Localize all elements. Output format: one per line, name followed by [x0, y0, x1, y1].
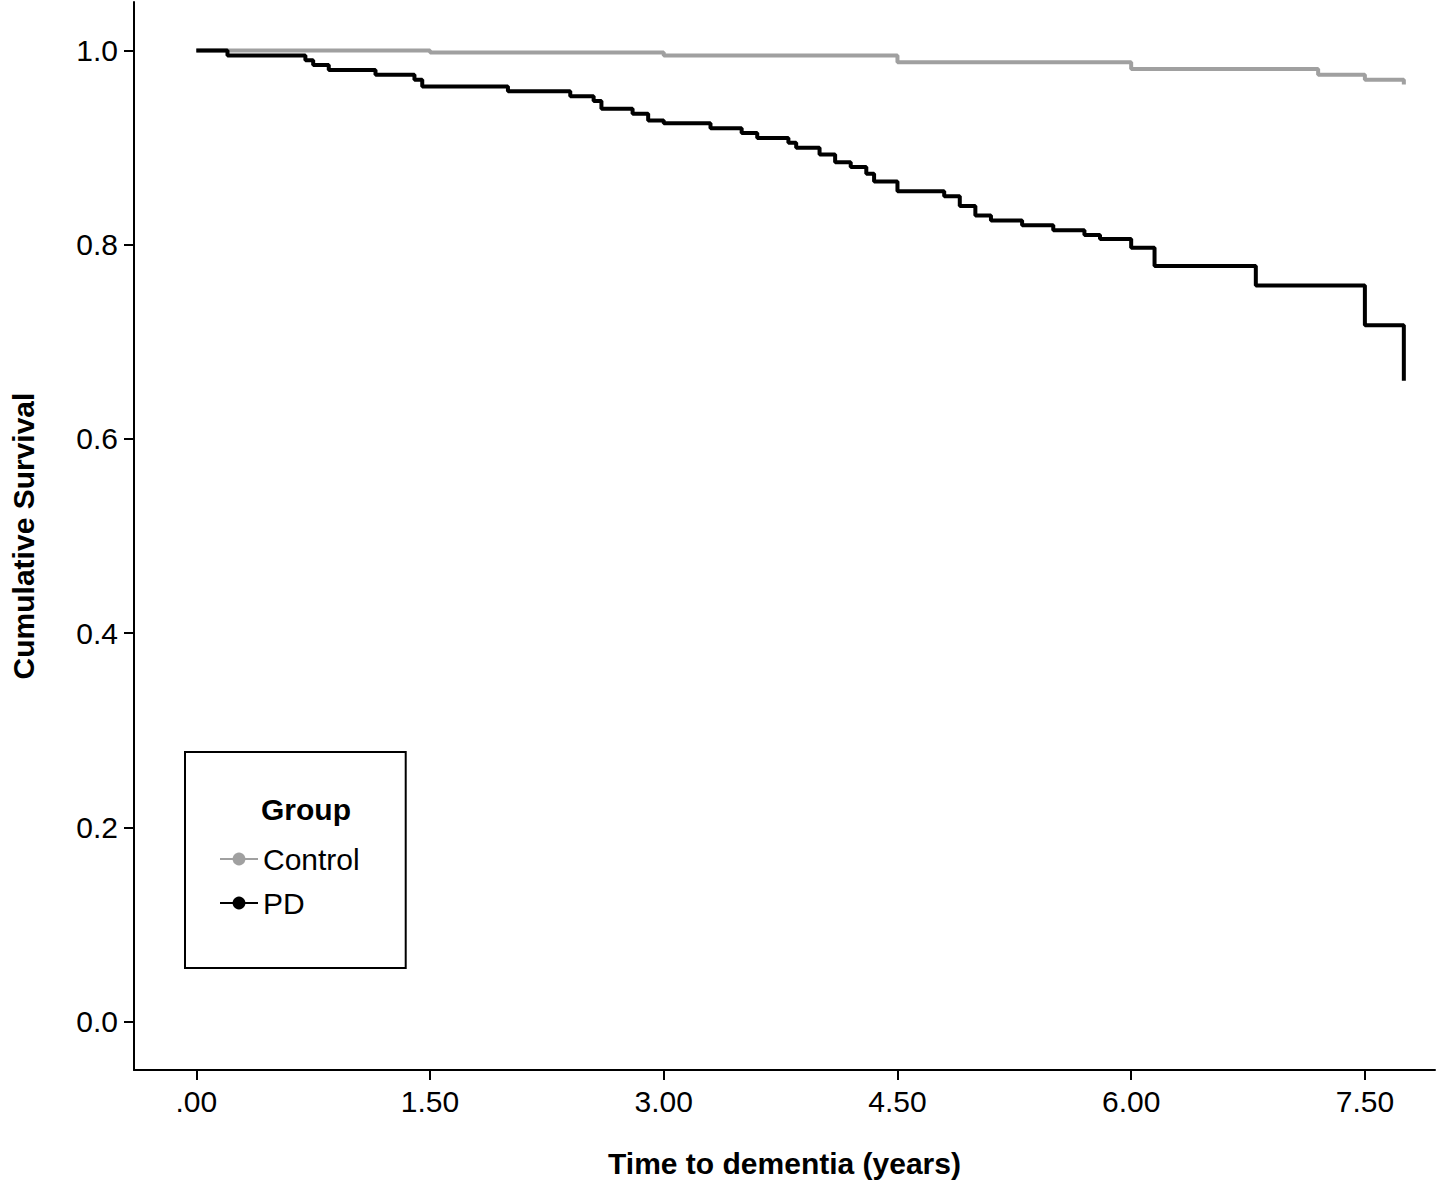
svg-text:Time to dementia (years): Time to dementia (years)	[608, 1147, 961, 1180]
svg-text:0.2: 0.2	[76, 811, 118, 844]
svg-text:.00: .00	[175, 1085, 217, 1118]
svg-text:Cumulative Survival: Cumulative Survival	[7, 393, 40, 680]
svg-text:PD: PD	[263, 887, 305, 920]
svg-text:7.50: 7.50	[1336, 1085, 1394, 1118]
svg-text:4.50: 4.50	[868, 1085, 926, 1118]
svg-text:Control: Control	[263, 843, 360, 876]
svg-text:0.4: 0.4	[76, 617, 118, 650]
svg-text:3.00: 3.00	[635, 1085, 693, 1118]
svg-text:1.50: 1.50	[401, 1085, 459, 1118]
svg-text:6.00: 6.00	[1102, 1085, 1160, 1118]
svg-text:1.0: 1.0	[76, 34, 118, 67]
svg-text:0.0: 0.0	[76, 1005, 118, 1038]
svg-text:0.8: 0.8	[76, 228, 118, 261]
svg-text:Group: Group	[261, 793, 351, 826]
svg-text:0.6: 0.6	[76, 422, 118, 455]
